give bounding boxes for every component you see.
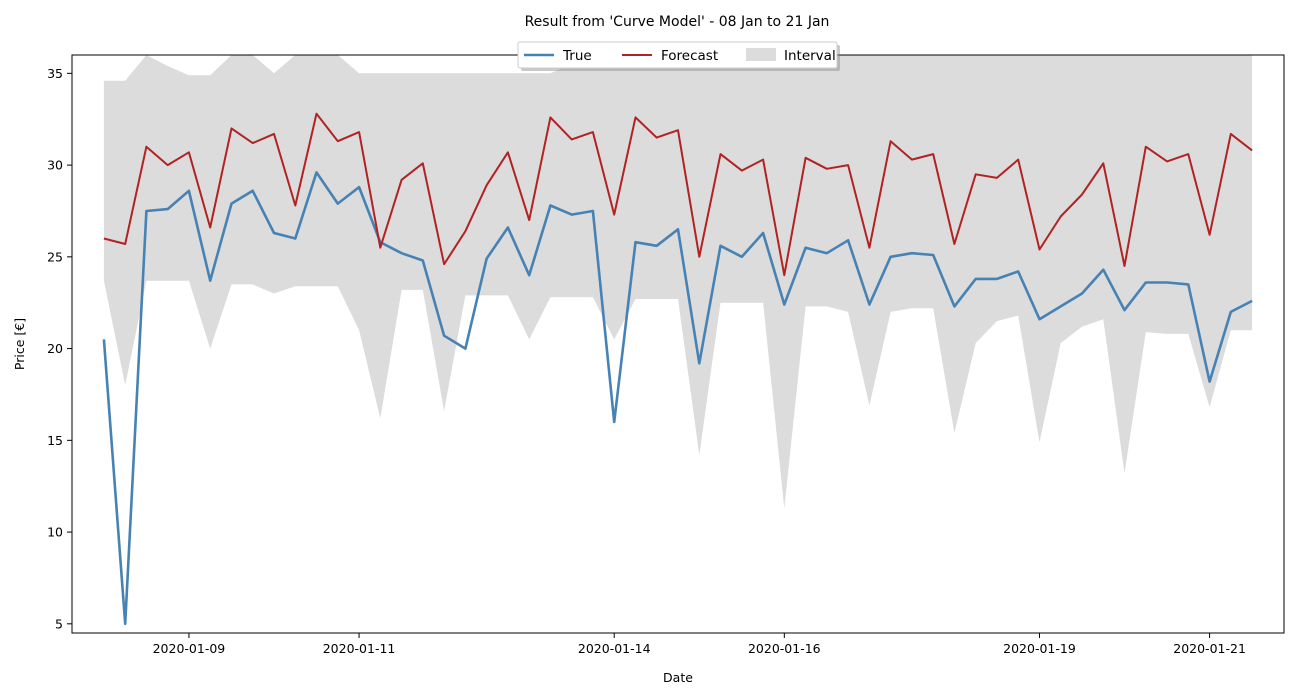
chart-title: Result from 'Curve Model' - 08 Jan to 21… xyxy=(525,14,830,30)
interval-band xyxy=(103,55,1253,509)
x-tick-label: 2020-01-19 xyxy=(1003,641,1076,656)
y-tick-label: 25 xyxy=(47,249,63,264)
y-tick-label: 30 xyxy=(47,158,63,173)
x-tick-label: 2020-01-09 xyxy=(153,641,226,656)
y-tick-label: 15 xyxy=(47,433,63,448)
x-tick-label: 2020-01-14 xyxy=(578,641,651,656)
legend-interval-swatch xyxy=(746,48,776,61)
y-tick-label: 10 xyxy=(47,525,63,540)
y-tick-label: 20 xyxy=(47,341,63,356)
x-tick-label: 2020-01-21 xyxy=(1173,641,1246,656)
y-axis: 5 10 15 20 25 30 35 xyxy=(47,66,72,631)
x-tick-label: 2020-01-11 xyxy=(323,641,396,656)
x-axis-label: Date xyxy=(663,670,693,685)
legend-forecast-label: Forecast xyxy=(661,48,718,64)
x-axis: 2020-01-09 2020-01-11 2020-01-14 2020-01-16… xyxy=(153,633,1246,656)
y-axis-label: Price [€] xyxy=(12,318,27,370)
legend: True Forecast Interval xyxy=(517,41,840,71)
plot-area xyxy=(102,55,1253,626)
x-tick-label: 2020-01-16 xyxy=(748,641,821,656)
legend-true-label: True xyxy=(562,48,592,64)
true-series-line xyxy=(102,171,1253,626)
y-tick-label: 5 xyxy=(55,616,63,631)
forecast-series-line xyxy=(103,112,1253,277)
legend-interval-label: Interval xyxy=(784,48,836,64)
y-tick-label: 35 xyxy=(47,66,63,81)
